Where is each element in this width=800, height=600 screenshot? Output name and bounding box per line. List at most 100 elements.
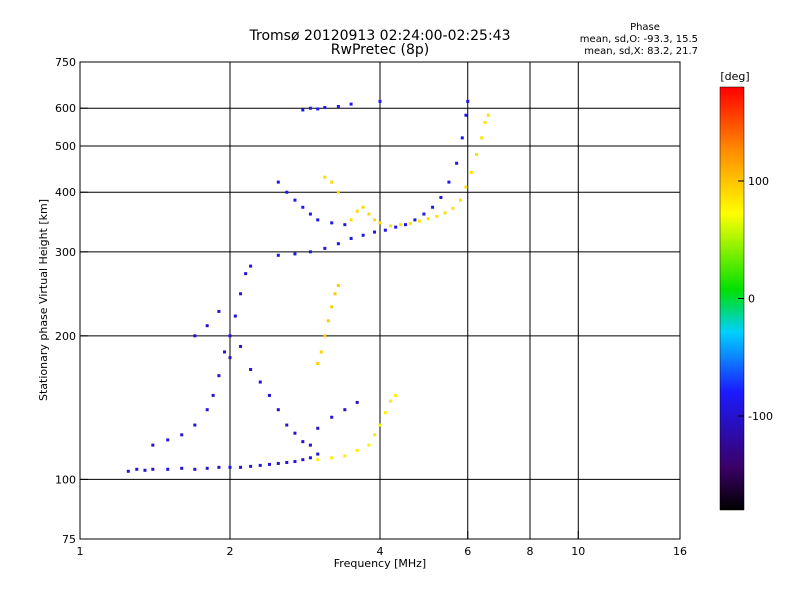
phase-stat-o: mean, sd,O: -93.3, 15.5 [580, 34, 698, 45]
data-point [336, 283, 340, 287]
data-point [205, 324, 209, 328]
data-point [483, 121, 487, 125]
data-point [151, 467, 155, 471]
grid-lines [80, 62, 680, 539]
y-tick-label: 400 [55, 186, 76, 199]
data-point [361, 205, 365, 209]
data-point [319, 350, 323, 354]
y-axis-ticks: 75 100 200 300 400 500 600 750 [55, 56, 88, 546]
y-tick-label: 750 [55, 56, 76, 69]
data-point [451, 206, 455, 210]
data-point [151, 443, 155, 447]
data-point [343, 408, 347, 412]
data-point [301, 108, 305, 112]
data-point [343, 454, 347, 458]
phase-title: Phase [630, 22, 660, 33]
data-point [373, 218, 377, 222]
data-point [193, 334, 197, 338]
y-tick-label: 75 [62, 533, 76, 546]
data-point [276, 253, 280, 257]
data-point [480, 136, 484, 140]
data-point [330, 456, 334, 460]
data-point [378, 423, 382, 427]
data-point [330, 305, 334, 309]
data-point [308, 106, 312, 110]
data-point [249, 264, 253, 268]
data-point [244, 272, 248, 276]
data-point [443, 211, 447, 215]
data-point [285, 461, 289, 465]
data-point [333, 292, 337, 296]
data-point [323, 246, 327, 250]
data-point [308, 212, 312, 216]
data-point [301, 440, 305, 444]
phase-stat-x: mean, sd,X: 83.2, 21.7 [584, 46, 698, 57]
data-point [343, 223, 347, 227]
data-point [460, 136, 464, 140]
data-point [143, 468, 147, 472]
data-point [323, 334, 327, 338]
colorbar-tick-label: -100 [748, 410, 773, 423]
data-point [308, 250, 312, 254]
data-point [217, 309, 221, 313]
data-point [239, 465, 243, 469]
colorbar-ticks: 100 0 -100 [738, 175, 773, 423]
data-point [316, 107, 320, 111]
data-point [239, 344, 243, 348]
colorbar-label: [deg] [720, 70, 749, 83]
data-point [361, 233, 365, 237]
data-point [316, 361, 320, 365]
data-point [349, 218, 353, 222]
colorbar [719, 86, 745, 511]
data-point [383, 228, 387, 232]
data-point [355, 448, 359, 452]
data-point [367, 443, 371, 447]
data-point [413, 218, 417, 222]
data-point [308, 456, 312, 460]
x-tick-label: 8 [527, 545, 534, 558]
data-point [293, 460, 297, 464]
data-point [135, 467, 139, 471]
data-point [349, 102, 353, 106]
y-tick-label: 100 [55, 473, 76, 486]
data-point [126, 469, 130, 473]
data-point [323, 106, 327, 110]
data-point [455, 161, 459, 165]
data-point [228, 465, 232, 469]
data-point [464, 113, 468, 117]
data-points [126, 99, 490, 473]
data-point [293, 198, 297, 202]
data-point [223, 350, 227, 354]
data-point [211, 393, 215, 397]
data-point [447, 180, 451, 184]
data-point [180, 466, 184, 470]
data-point [239, 292, 243, 296]
data-point [301, 458, 305, 462]
data-point [355, 400, 359, 404]
data-point [373, 230, 377, 234]
data-point [469, 170, 473, 174]
data-point [293, 431, 297, 435]
data-point [394, 225, 398, 229]
y-tick-label: 200 [55, 330, 76, 343]
y-axis-label: Stationary phase Virtual Height [km] [37, 199, 50, 401]
data-point [367, 212, 371, 216]
x-tick-label: 16 [673, 545, 687, 558]
data-point [193, 467, 197, 471]
data-point [336, 190, 340, 194]
data-point [276, 408, 280, 412]
data-point [403, 223, 407, 227]
data-point [378, 99, 382, 103]
data-point [355, 209, 359, 213]
chart-title: Tromsø 20120913 02:24:00-02:25:43 [249, 28, 511, 44]
data-point [276, 461, 280, 465]
data-point [267, 393, 271, 397]
data-point [326, 319, 330, 323]
data-point [316, 218, 320, 222]
data-point [330, 415, 334, 419]
y-tick-label: 500 [55, 140, 76, 153]
data-point [466, 99, 470, 103]
data-point [180, 433, 184, 437]
x-tick-label: 2 [227, 545, 234, 558]
